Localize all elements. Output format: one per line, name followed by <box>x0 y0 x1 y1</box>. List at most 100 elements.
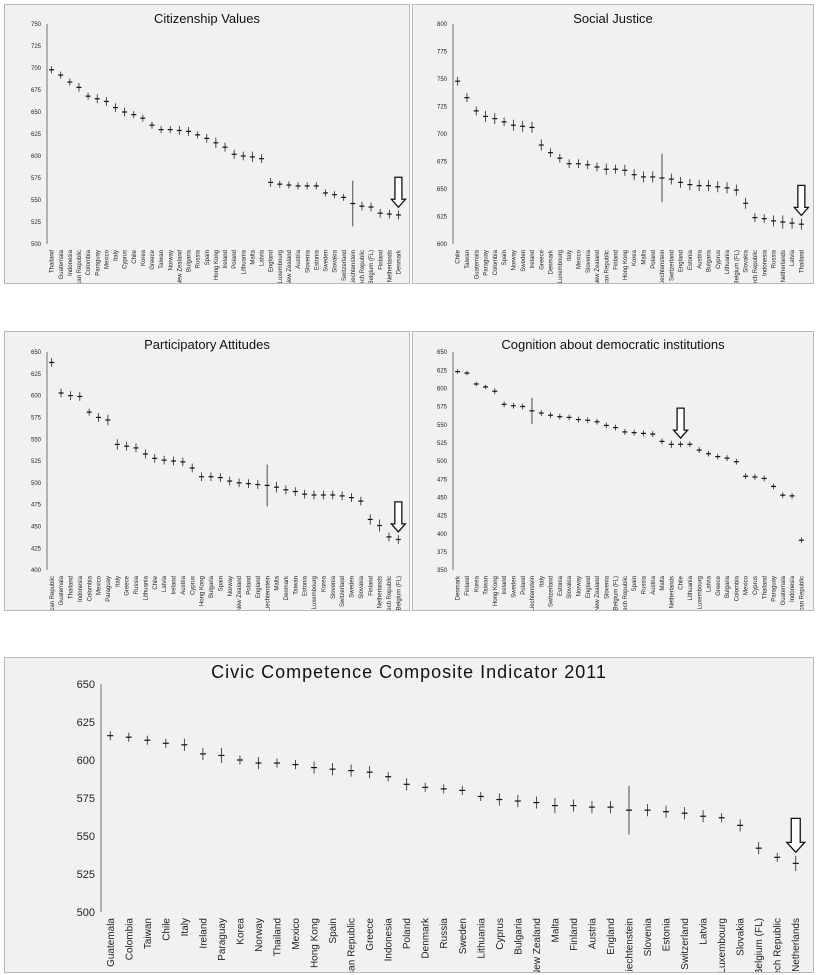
x-tick-label: Latvia <box>260 249 266 266</box>
x-tick-label: Dominican Republic <box>50 576 56 610</box>
chart-civic-competence-composite: Civic Competence Composite Indicator 201… <box>4 657 814 973</box>
x-tick-label: Greece <box>716 575 722 595</box>
y-tick-label: 650 <box>77 679 95 691</box>
arrow-down-icon <box>672 407 690 440</box>
y-tick-label: 575 <box>437 405 448 411</box>
x-tick-label: Belgium (FL) <box>734 250 740 283</box>
x-tick-label: Thailand <box>50 250 56 273</box>
chart-cognition-democratic-institutions: Cognition about democratic institutions 3… <box>412 331 814 611</box>
x-tick-label: Slovenia <box>586 249 592 273</box>
x-tick-label: Chile <box>153 575 159 589</box>
x-tick-label: Switzerland <box>340 576 346 607</box>
x-tick-label: Poland <box>247 576 253 595</box>
x-tick-label: Korea <box>141 249 147 266</box>
x-tick-label: Austria <box>651 575 657 594</box>
x-tick-label: Greece <box>365 918 376 951</box>
y-tick-label: 375 <box>437 550 448 556</box>
y-tick-label: 600 <box>437 386 448 392</box>
y-tick-label: 725 <box>437 105 448 111</box>
y-tick-label: 650 <box>31 350 42 356</box>
x-tick-label: Sweden <box>521 250 527 272</box>
y-tick-label: 525 <box>77 869 95 881</box>
x-tick-label: Greece <box>150 249 156 269</box>
x-tick-label: Italy <box>539 576 545 587</box>
x-tick-label: Finland <box>569 918 580 951</box>
x-tick-label: New Zealand <box>532 918 543 972</box>
x-tick-label: Norway <box>511 250 517 270</box>
x-tick-label: Thailand <box>799 250 805 273</box>
x-tick-label: Greece <box>125 575 131 595</box>
x-tick-label: Mexico <box>744 575 750 595</box>
y-tick-label: 625 <box>31 372 42 378</box>
x-tick-label: Russia <box>134 575 140 594</box>
x-tick-label: Latvia <box>699 918 710 945</box>
x-tick-label: New Zealand <box>287 250 293 283</box>
x-tick-label: Switzerland <box>549 576 555 607</box>
x-tick-label: Netherlands <box>669 576 675 608</box>
arrow-down-icon <box>389 501 407 533</box>
chart-citizenship-values: Citizenship Values 500 525 550 575 600 625 650 6… <box>4 4 410 284</box>
x-tick-label: Liechtenstein <box>351 250 357 283</box>
x-tick-label: Netherlands <box>387 250 393 282</box>
x-tick-label: Slovakia <box>567 575 573 598</box>
x-tick-label: Guatemala <box>781 575 787 605</box>
x-tick-label: Switzerland <box>669 250 675 281</box>
x-tick-label: Czech Republic <box>753 250 759 283</box>
y-tick-label: 650 <box>31 110 42 116</box>
x-tick-label: Italy <box>180 918 191 936</box>
chart-social-justice: Social Justice 600 625 650 675 700 725 750 775 80… <box>412 4 814 284</box>
x-tick-label: Slovenia <box>604 575 610 599</box>
chart-title: Participatory Attitudes <box>144 337 270 352</box>
x-tick-label: Guatemala <box>59 575 65 605</box>
x-tick-label: Korea <box>321 575 327 592</box>
x-tick-label: Slovenia <box>643 918 654 957</box>
x-tick-label: Taiwan <box>484 576 490 595</box>
x-tick-label: Colombia <box>734 575 740 601</box>
x-tick-label: Guatemala <box>106 918 117 967</box>
y-tick-label: 550 <box>437 423 448 429</box>
x-tick-label: Luxembourg <box>278 250 284 283</box>
x-tick-label: Italy <box>115 576 121 587</box>
x-tick-label: Bulgaria <box>707 249 713 272</box>
x-tick-label: England <box>586 576 592 598</box>
x-tick-label: Latvia <box>162 575 168 592</box>
x-tick-label: Spain <box>205 250 211 265</box>
x-tick-label: Thailand <box>762 576 768 599</box>
x-tick-label: Liechtenstein <box>660 250 666 283</box>
x-tick-label: Malta <box>250 249 256 264</box>
x-tick-label: Taiwan <box>159 250 165 269</box>
y-tick-label: 575 <box>77 793 95 805</box>
y-tick-label: 450 <box>437 495 448 501</box>
x-tick-label: Taiwan <box>143 918 154 949</box>
x-tick-label: Cyprus <box>753 576 759 595</box>
x-tick-label: Slovakia <box>736 918 747 956</box>
x-tick-label: Luxembourg <box>717 918 728 972</box>
x-tick-label: Sweden <box>324 250 330 272</box>
x-tick-label: Ireland <box>223 250 229 268</box>
chart-civic-competence-composite-svg: Civic Competence Composite Indicator 201… <box>77 662 807 972</box>
x-tick-label: Norway <box>168 250 174 270</box>
x-tick-label: New Zealand <box>595 576 601 610</box>
x-tick-label: Chile <box>679 575 685 589</box>
x-tick-label: Korea <box>474 575 480 592</box>
x-tick-label: Colombia <box>86 249 92 275</box>
x-tick-label: Estonia <box>303 575 309 596</box>
x-tick-label: Taiwan <box>293 576 299 595</box>
x-tick-label: Slovakia <box>333 249 339 272</box>
chart-participatory-attitudes-svg: Participatory Attitudes 400 425 450 475 500 52… <box>31 337 407 610</box>
x-tick-label: Greece <box>539 249 545 269</box>
y-tick-label: 600 <box>77 755 95 767</box>
x-tick-label: Finland <box>378 250 384 270</box>
x-tick-label: Slovakia <box>359 575 365 598</box>
x-tick-label: Indonesia <box>762 249 768 276</box>
x-tick-label: Guatemala <box>474 249 480 279</box>
x-tick-label: Czech Republic <box>623 576 629 610</box>
x-tick-label: Indonesia <box>790 575 796 602</box>
chart-citizenship-values-svg: Citizenship Values 500 525 550 575 600 625 650 6… <box>31 11 407 283</box>
x-tick-label: Hong Kong <box>493 576 499 606</box>
x-tick-label: Colombia <box>87 575 93 601</box>
x-tick-label: Paraguay <box>484 250 490 276</box>
chart-title: Citizenship Values <box>154 11 260 26</box>
x-tick-label: England <box>269 250 275 272</box>
y-tick-label: 475 <box>437 477 448 483</box>
